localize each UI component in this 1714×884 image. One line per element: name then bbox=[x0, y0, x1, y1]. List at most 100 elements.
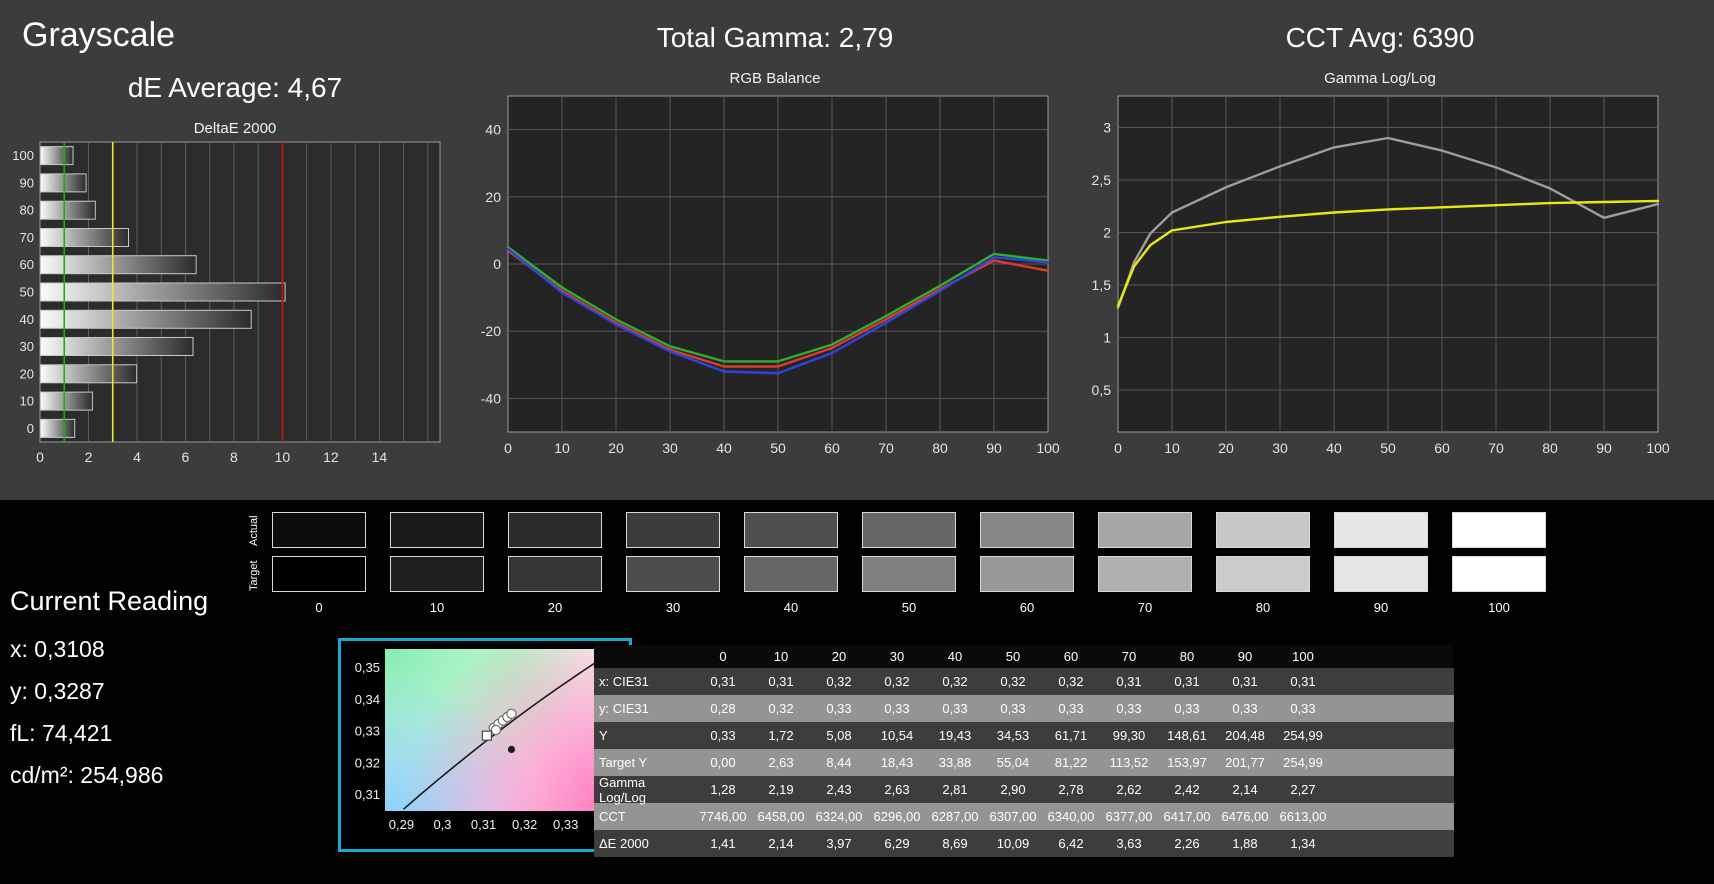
deltae-bar-60 bbox=[40, 255, 197, 275]
table-row-label: Target Y bbox=[599, 755, 648, 770]
table-value-cell: 2,27 bbox=[1290, 782, 1316, 797]
table-column-header: 90 bbox=[1237, 649, 1253, 664]
table-column-header: 20 bbox=[831, 649, 847, 664]
table-value-cell: 153,97 bbox=[1167, 755, 1207, 770]
target-swatch-80 bbox=[1216, 556, 1310, 592]
svg-text:12: 12 bbox=[323, 449, 339, 465]
swatch-step-label: 100 bbox=[1488, 600, 1510, 615]
blue-balance-line bbox=[506, 247, 1050, 375]
table-value-cell: 1,34 bbox=[1290, 836, 1316, 851]
target-swatch-60 bbox=[980, 556, 1074, 592]
table-value-cell: 6,42 bbox=[1058, 836, 1084, 851]
table-header-row: 0 10 20 30 40 50 60 70 80 90 100 bbox=[594, 645, 1454, 668]
table-value-cell: 6476,00 bbox=[1221, 809, 1269, 824]
table-value-cell: 0,31 bbox=[710, 674, 736, 689]
svg-text:50: 50 bbox=[1380, 440, 1396, 456]
table-column-header: 50 bbox=[1005, 649, 1021, 664]
table-value-cell: 6613,00 bbox=[1279, 809, 1327, 824]
svg-text:3: 3 bbox=[1103, 120, 1111, 136]
svg-text:60: 60 bbox=[824, 440, 840, 456]
target-swatch-10 bbox=[390, 556, 484, 592]
table-column-header: 60 bbox=[1063, 649, 1079, 664]
table-value-cell: 5,08 bbox=[826, 728, 852, 743]
table-value-cell: 201,77 bbox=[1225, 755, 1265, 770]
svg-text:0,32: 0,32 bbox=[512, 817, 537, 832]
target-swatch-20 bbox=[508, 556, 602, 592]
target-swatch-70 bbox=[1098, 556, 1192, 592]
table-value-cell: 0,32 bbox=[768, 701, 794, 716]
table-value-cell: 6340,00 bbox=[1047, 809, 1095, 824]
target-row-label: Target bbox=[248, 560, 260, 592]
table-row-label: x: CIE31 bbox=[599, 674, 649, 689]
table-value-cell: 81,22 bbox=[1054, 755, 1088, 770]
svg-text:8: 8 bbox=[230, 449, 238, 465]
svg-text:20: 20 bbox=[608, 440, 624, 456]
table-value-cell: 18,43 bbox=[880, 755, 914, 770]
swatch-step-label: 30 bbox=[665, 600, 681, 615]
reading-cdm2-value: cd/m²: 254,986 bbox=[10, 762, 164, 788]
table-value-cell: 6307,00 bbox=[989, 809, 1037, 824]
svg-text:0,3: 0,3 bbox=[433, 817, 451, 832]
target-swatch-30 bbox=[626, 556, 720, 592]
deltae-bar-100 bbox=[40, 146, 74, 166]
svg-text:60: 60 bbox=[20, 257, 34, 272]
svg-text:0,35: 0,35 bbox=[355, 660, 380, 675]
table-value-cell: 3,97 bbox=[826, 836, 852, 851]
table-value-cell: 0,31 bbox=[768, 674, 794, 689]
deltae-bar-20 bbox=[40, 364, 138, 384]
measurement-point bbox=[506, 708, 517, 720]
table-value-cell: 2,62 bbox=[1116, 782, 1142, 797]
page-title: Grayscale bbox=[22, 16, 176, 54]
deltae-bar-0 bbox=[40, 418, 76, 438]
table-value-cell: 6377,00 bbox=[1105, 809, 1153, 824]
actual-swatch-0 bbox=[272, 512, 366, 548]
svg-text:4: 4 bbox=[133, 449, 141, 465]
rgb-svg-gridlines bbox=[508, 96, 1048, 432]
svg-text:70: 70 bbox=[1488, 440, 1504, 456]
measurement-table: 0 10 20 30 40 50 60 70 80 90 100 x: CIE31 0,31 0,31 0,… bbox=[594, 645, 1454, 857]
swatch-step-label: 10 bbox=[429, 600, 445, 615]
swatch-column-70: 70 bbox=[1098, 512, 1192, 615]
svg-text:50: 50 bbox=[20, 285, 34, 300]
cct-average-value: CCT Avg: 6390 bbox=[1285, 22, 1475, 53]
swatch-step-label: 40 bbox=[783, 600, 799, 615]
swatch-column-30: 30 bbox=[626, 512, 720, 615]
table-value-cell: 113,52 bbox=[1109, 755, 1149, 770]
actual-swatch-90 bbox=[1334, 512, 1428, 548]
de-average-value: dE Average: 4,67 bbox=[127, 72, 343, 103]
actual-swatch-40 bbox=[744, 512, 838, 548]
gamma-svg-axis-labels: 0 10 20 30 40 50 60 70 80 90 100 3 2,5 2 1,5 1 0,5 bbox=[1092, 120, 1670, 457]
table-value-cell: 1,41 bbox=[710, 836, 736, 851]
table-value-cell: 34,53 bbox=[996, 728, 1030, 743]
table-value-cell: 0,31 bbox=[1116, 674, 1142, 689]
svg-text:0,31: 0,31 bbox=[355, 787, 380, 802]
table-value-cell: 2,78 bbox=[1058, 782, 1084, 797]
svg-text:80: 80 bbox=[932, 440, 948, 456]
actual-swatch-30 bbox=[626, 512, 720, 548]
swatch-step-label: 80 bbox=[1255, 600, 1271, 615]
svg-text:0: 0 bbox=[27, 421, 34, 436]
table-value-cell: 19,43 bbox=[938, 728, 972, 743]
target-swatch-0 bbox=[272, 556, 366, 592]
table-row: Target Y 0,00 2,63 8,44 18,43 33,88 55,04 81,22… bbox=[594, 749, 1454, 776]
table-value-cell: 6417,00 bbox=[1163, 809, 1211, 824]
gamma-svg-series bbox=[1116, 136, 1660, 310]
table-column-header: 10 bbox=[773, 649, 789, 664]
swatch-step-label: 50 bbox=[901, 600, 917, 615]
table-value-cell: 0,33 bbox=[884, 701, 910, 716]
target-swatch-50 bbox=[862, 556, 956, 592]
rgb-balance-chart-title: RGB Balance bbox=[729, 70, 821, 87]
table-value-cell: 2,43 bbox=[826, 782, 852, 797]
rgb-balance-line-chart: 0 10 20 30 40 50 60 70 80 90 100 40 20 0 -20 -40 bbox=[481, 95, 1060, 456]
swatch-column-10: 10 bbox=[390, 512, 484, 615]
cie-chromaticity-diagram: 0,35 0,34 0,33 0,32 0,31 0,29 0,3 0,31 0,32 0,33 bbox=[338, 638, 632, 852]
deltae-bar-90 bbox=[40, 173, 87, 193]
svg-text:80: 80 bbox=[20, 203, 34, 218]
table-row: x: CIE31 0,31 0,31 0,32 0,32 0,32 0,32 0,32 0,31… bbox=[594, 668, 1454, 695]
deltae-bar-10 bbox=[40, 391, 93, 411]
actual-swatch-80 bbox=[1216, 512, 1310, 548]
svg-text:10: 10 bbox=[275, 449, 291, 465]
gamma-svg-gridlines bbox=[1118, 96, 1658, 432]
svg-text:2: 2 bbox=[85, 449, 93, 465]
